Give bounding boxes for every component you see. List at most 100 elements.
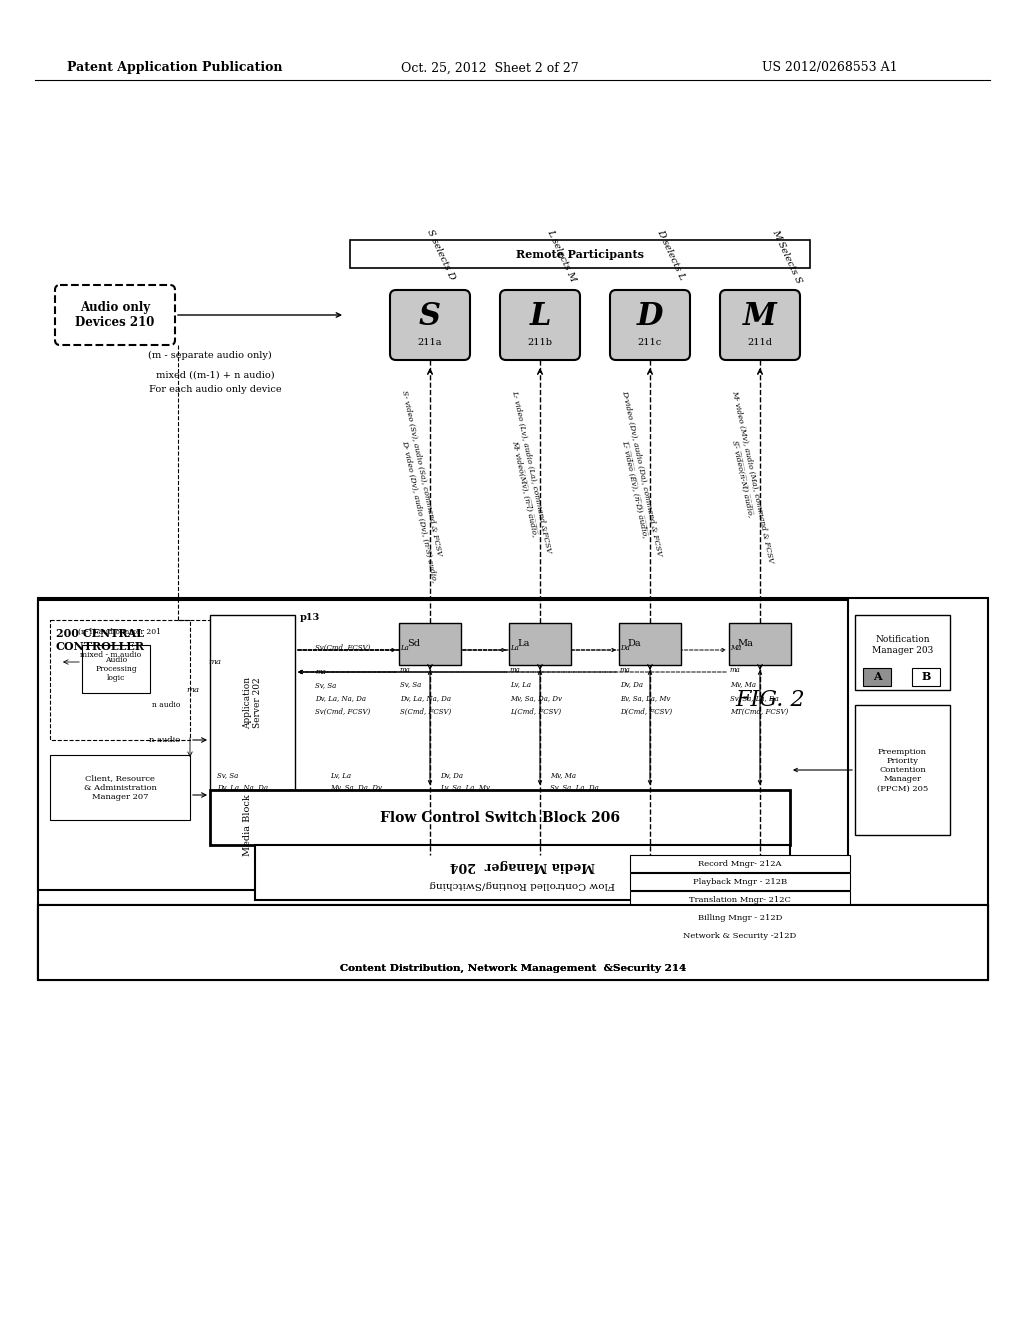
Text: 200 CENTRAL
CONTROLLER: 200 CENTRAL CONTROLLER: [55, 628, 144, 652]
Text: ma: ma: [730, 667, 740, 675]
Text: B: B: [922, 672, 931, 682]
Text: ma: ma: [510, 667, 521, 675]
Bar: [38, 906, 988, 979]
Text: Dv, La, Na, Da: Dv, La, Na, Da: [400, 694, 451, 702]
Text: (n-1) audio mixer 201: (n-1) audio mixer 201: [79, 628, 162, 636]
Bar: [50, 755, 190, 820]
Text: La: La: [517, 639, 529, 648]
FancyBboxPatch shape: [500, 290, 580, 360]
Text: n audio: n audio: [152, 701, 180, 709]
Text: Lv, La: Lv, La: [330, 771, 351, 779]
Bar: [50, 620, 190, 741]
Text: Sv, Sa: Sv, Sa: [217, 771, 239, 779]
Bar: [630, 855, 850, 873]
Bar: [630, 873, 850, 890]
Text: M Selects S: M Selects S: [770, 228, 803, 285]
Text: M̅- video̅(M̅v̅), (n̅-̅l̅) a̅u̅d̅i̅o̅,: M̅- video̅(M̅v̅), (n̅-̅l̅) a̅u̅d̅i̅o̅,: [510, 440, 539, 537]
Bar: [729, 623, 791, 665]
Text: Notification
Manager 203: Notification Manager 203: [871, 635, 933, 655]
Text: Preemption
Priority
Contention
Manager
(PPCM) 205: Preemption Priority Contention Manager (…: [877, 747, 928, 792]
Text: D- video (Dv), audio (Dv), (n-S) audio,: D- video (Dv), audio (Dv), (n-S) audio,: [400, 440, 438, 583]
Text: Ev, Sa, La, Mv: Ev, Sa, La, Mv: [620, 694, 671, 702]
Text: A: A: [872, 672, 882, 682]
Text: D: D: [637, 301, 664, 333]
Text: Dv, La, Na, Da: Dv, La, Na, Da: [217, 783, 268, 791]
Text: 211b: 211b: [527, 338, 553, 347]
Text: n audio: n audio: [150, 737, 180, 744]
Bar: [210, 789, 790, 845]
Bar: [255, 845, 790, 900]
Text: Sv, Sa, La, Da: Sv, Sa, La, Da: [550, 783, 599, 791]
Bar: [855, 615, 950, 690]
Text: (m - separate audio only): (m - separate audio only): [148, 350, 272, 359]
Text: US 2012/0268553 A1: US 2012/0268553 A1: [762, 62, 898, 74]
FancyBboxPatch shape: [390, 290, 470, 360]
Text: Sv, Sa, La, Da: Sv, Sa, La, Da: [730, 694, 778, 702]
Text: Sv(Cmd, FCSV): Sv(Cmd, FCSV): [315, 708, 371, 715]
Text: Playback Mngr - 212B: Playback Mngr - 212B: [693, 878, 787, 886]
Text: L: L: [529, 301, 551, 333]
Bar: [38, 906, 988, 979]
Text: Billing Mngr - 212D: Billing Mngr - 212D: [697, 913, 782, 921]
Text: Lv, Sa, La, Mv: Lv, Sa, La, Mv: [440, 783, 490, 791]
Text: Flow Control Switch Block 206: Flow Control Switch Block 206: [380, 810, 620, 825]
Bar: [618, 623, 681, 665]
Text: L selects M: L selects M: [545, 228, 578, 284]
Text: La: La: [510, 644, 519, 652]
Text: For each audio only device: For each audio only device: [148, 385, 282, 395]
Text: ma: ma: [186, 686, 200, 694]
Text: S̅-̅ v̅i̅d̅e̅o̅(n̅-̅M̅) a̅u̅d̅i̅o̅,: S̅-̅ v̅i̅d̅e̅o̅(n̅-̅M̅) a̅u̅d̅i̅o̅,: [730, 440, 755, 519]
Text: M- video (Mv), audio (Ma), command & FCSV: M- video (Mv), audio (Ma), command & FCS…: [730, 389, 775, 564]
Bar: [855, 705, 950, 836]
Text: ma: ma: [315, 668, 326, 676]
Text: Record Mngr- 212A: Record Mngr- 212A: [698, 859, 781, 867]
Text: Dv, Da: Dv, Da: [440, 771, 463, 779]
Text: ma: ma: [209, 657, 221, 667]
Text: Audio
Processing
logic: Audio Processing logic: [95, 656, 137, 682]
Text: Audio only
Devices 210: Audio only Devices 210: [76, 301, 155, 329]
Bar: [630, 909, 850, 927]
Text: Translation Mngr- 212C: Translation Mngr- 212C: [689, 895, 791, 903]
Bar: [399, 623, 461, 665]
Bar: [350, 240, 810, 268]
Text: L(Cmd, FCSV): L(Cmd, FCSV): [510, 708, 561, 715]
Text: Mv, Sa, Da, Dv: Mv, Sa, Da, Dv: [510, 694, 562, 702]
Text: L- video (Lv), audio (La), command &FCSV: L- video (Lv), audio (La), command &FCSV: [510, 389, 553, 554]
Bar: [38, 598, 988, 978]
Bar: [509, 623, 571, 665]
Text: D-video (Dv), audio (Da), command & FCSV: D-video (Dv), audio (Da), command & FCSV: [621, 389, 664, 557]
Text: D selects L: D selects L: [655, 228, 686, 281]
Text: Ma: Ma: [737, 639, 753, 648]
Text: 211c: 211c: [638, 338, 663, 347]
Bar: [912, 668, 940, 686]
Text: 211d: 211d: [748, 338, 772, 347]
Text: mixed - m audio: mixed - m audio: [80, 651, 141, 659]
Text: Sv, Sa: Sv, Sa: [315, 681, 336, 689]
Text: Sv(Cmd, FCSV): Sv(Cmd, FCSV): [315, 644, 371, 652]
Text: Mv, Ma: Mv, Ma: [550, 771, 575, 779]
Text: Da: Da: [627, 639, 641, 648]
Text: MT(Cmd, FCSV): MT(Cmd, FCSV): [730, 708, 788, 715]
Text: Dv, Da: Dv, Da: [620, 680, 643, 688]
Text: Mv, Ma: Mv, Ma: [730, 680, 756, 688]
Text: Mv, Sa, Da, Dv: Mv, Sa, Da, Dv: [330, 783, 382, 791]
FancyBboxPatch shape: [55, 285, 175, 345]
FancyBboxPatch shape: [610, 290, 690, 360]
Text: S- video (Sv), audio (Sa), command & FCSV: S- video (Sv), audio (Sa), command & FCS…: [400, 389, 443, 557]
Text: mixed ((m-1) + n audio): mixed ((m-1) + n audio): [156, 371, 274, 380]
FancyBboxPatch shape: [720, 290, 800, 360]
Text: D(Cmd, FCSV): D(Cmd, FCSV): [620, 708, 672, 715]
Text: Dv, La, Na, Da: Dv, La, Na, Da: [315, 694, 366, 702]
Text: Flow Controlled Routing/Switching: Flow Controlled Routing/Switching: [430, 880, 615, 890]
Text: Application
Server 202: Application Server 202: [243, 676, 262, 729]
Text: Sv, Sa: Sv, Sa: [400, 680, 421, 688]
Text: Da: Da: [620, 644, 630, 652]
Text: ma: ma: [400, 667, 411, 675]
Text: Lv, La: Lv, La: [510, 680, 531, 688]
Text: Content Distribution, Network Management  &Security 214: Content Distribution, Network Management…: [340, 964, 686, 973]
Text: S: S: [419, 301, 441, 333]
Text: S(Cmd, FCSV): S(Cmd, FCSV): [400, 708, 452, 715]
Text: Content Distribution, Network Management  &Security 214: Content Distribution, Network Management…: [340, 964, 686, 973]
Text: La: La: [400, 644, 409, 652]
Text: Client, Resource
& Administration
Manager 207: Client, Resource & Administration Manage…: [84, 775, 157, 801]
